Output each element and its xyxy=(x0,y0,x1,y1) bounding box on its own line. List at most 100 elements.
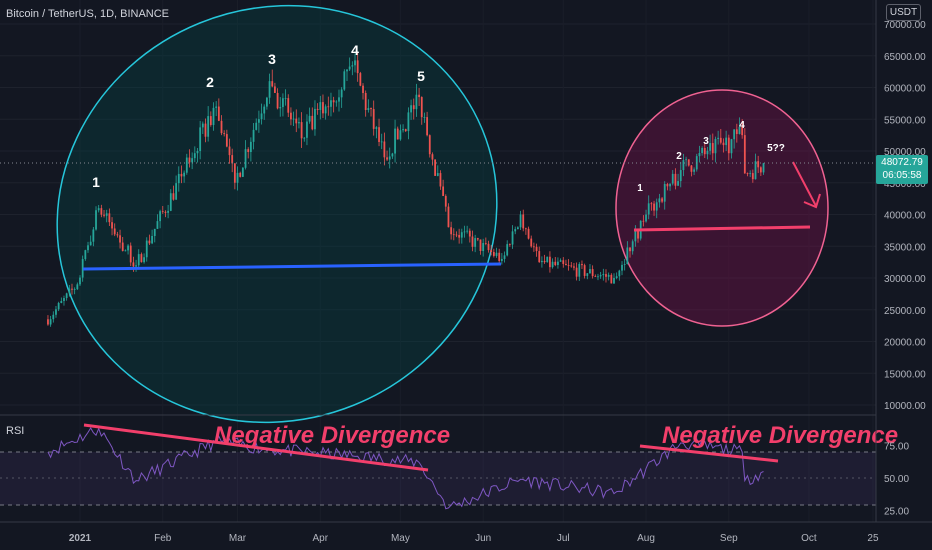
candle xyxy=(121,236,124,252)
candle xyxy=(426,111,428,137)
price-axis-label: 50000.00 xyxy=(884,147,926,158)
candle xyxy=(498,248,501,265)
candle xyxy=(314,100,316,136)
candle xyxy=(263,104,266,120)
candle xyxy=(583,263,586,279)
chart-title: Bitcoin / TetherUS, 1D, BINANCE xyxy=(6,8,170,20)
candle xyxy=(618,269,621,281)
candle xyxy=(204,118,207,143)
candle xyxy=(655,198,658,219)
candle xyxy=(308,107,311,124)
candle xyxy=(701,146,704,156)
candle xyxy=(63,295,65,306)
candle xyxy=(647,195,650,220)
candle xyxy=(399,124,402,141)
candle xyxy=(709,134,712,155)
candle xyxy=(420,96,423,125)
candle xyxy=(292,111,295,126)
wave-label-right-4: 4 xyxy=(739,120,745,131)
candle xyxy=(410,99,412,120)
candle xyxy=(551,258,554,269)
candle xyxy=(319,95,322,120)
candle xyxy=(55,306,57,318)
candle xyxy=(276,88,279,110)
candle xyxy=(533,242,535,252)
candle xyxy=(330,92,332,117)
candle xyxy=(482,238,485,257)
candle xyxy=(215,101,218,117)
candle xyxy=(626,241,629,265)
candle xyxy=(754,153,757,180)
candle xyxy=(391,152,394,159)
annotation-shapes-front xyxy=(0,161,876,271)
candle xyxy=(193,146,196,163)
candle xyxy=(407,107,410,140)
candle xyxy=(177,166,180,192)
time-axis-label: Jun xyxy=(475,533,491,544)
candle xyxy=(538,246,541,263)
divergence-label-left: Negative Divergence xyxy=(214,422,450,449)
candle xyxy=(60,297,63,304)
candle xyxy=(183,170,186,183)
price-axis-label: 10000.00 xyxy=(884,401,926,412)
candle xyxy=(295,109,298,133)
candle xyxy=(559,258,562,262)
candle xyxy=(87,241,89,253)
candle xyxy=(378,118,380,147)
candle xyxy=(450,221,453,240)
rsi-line xyxy=(47,427,764,510)
candle xyxy=(530,235,533,248)
candle xyxy=(629,247,631,258)
wave-label-right-5: 5?? xyxy=(767,143,785,154)
candle xyxy=(444,194,447,212)
wave-label-left-5: 5 xyxy=(417,68,425,84)
candle xyxy=(372,100,375,136)
candle xyxy=(129,242,132,267)
divergence-label-right: Negative Divergence xyxy=(662,422,898,449)
candle xyxy=(599,271,602,279)
price-axis-label: 25000.00 xyxy=(884,306,926,317)
candle xyxy=(231,148,234,173)
time-axis-label: May xyxy=(391,533,410,544)
candle xyxy=(447,203,450,228)
candle xyxy=(479,239,482,255)
candle xyxy=(266,96,268,110)
candle xyxy=(631,239,634,255)
candle xyxy=(506,240,509,257)
time-axis-label: Aug xyxy=(637,533,655,544)
candle xyxy=(164,210,167,218)
wave-label-right-3: 3 xyxy=(703,136,709,147)
candle xyxy=(500,253,503,265)
candle xyxy=(92,227,95,247)
candle xyxy=(148,234,151,245)
candle xyxy=(140,252,143,263)
candle xyxy=(143,253,145,264)
candle xyxy=(153,228,156,243)
wave-label-left-2: 2 xyxy=(206,74,214,90)
wave-ellipse-right xyxy=(615,89,829,327)
candle xyxy=(57,301,60,312)
candle xyxy=(658,193,661,208)
candle xyxy=(706,146,709,160)
candle xyxy=(97,204,100,213)
time-axis-label: Feb xyxy=(154,533,172,544)
candle xyxy=(621,261,623,276)
candle xyxy=(573,262,575,271)
candle xyxy=(217,98,220,122)
candle xyxy=(703,142,706,158)
candle xyxy=(522,209,525,232)
rsi-label: RSI xyxy=(6,425,25,437)
candle xyxy=(47,315,49,326)
candle xyxy=(434,159,437,176)
candle xyxy=(610,273,613,284)
candle xyxy=(661,197,663,204)
candle xyxy=(65,292,68,301)
candle xyxy=(442,179,445,197)
candle xyxy=(298,117,300,129)
candle xyxy=(693,167,695,175)
currency-button[interactable]: USDT xyxy=(886,4,921,21)
candle xyxy=(738,117,741,135)
candle xyxy=(367,99,370,113)
